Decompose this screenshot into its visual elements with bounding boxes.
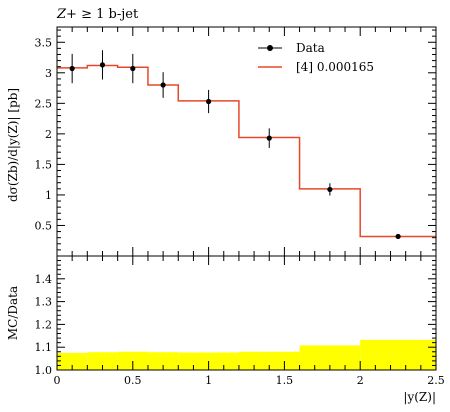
main-y-tick-label: 3.5 <box>35 36 53 49</box>
data-point <box>160 82 166 88</box>
x-tick-label: 2 <box>357 374 364 387</box>
ratio-y-tick-label: 1.4 <box>35 273 53 286</box>
main-y-tick-label: 2.5 <box>35 97 53 110</box>
ratio-band-bin <box>147 352 179 370</box>
data-point <box>130 65 136 72</box>
chart-title: Z+ ≥ 1 b-jet <box>56 7 139 22</box>
ratio-y-tick-label: 1.2 <box>35 318 53 331</box>
legend-data-label: Data <box>296 41 325 55</box>
x-tick-label: 2.5 <box>427 374 445 387</box>
x-tick-label: 1 <box>205 374 212 387</box>
ratio-panel: 0 0.5 1 1.5 2 2.5 1.0 1.1 1.2 1.3 1.4 <box>35 255 445 387</box>
ratio-frame <box>56 255 437 371</box>
main-y-tick-label: 1.5 <box>35 158 53 171</box>
ratio-band-bin <box>57 352 88 370</box>
legend-mc-label: [4] 0.000165 <box>296 60 374 74</box>
ratio-y-axis-label: MC/Data <box>6 286 20 340</box>
ratio-band-bin <box>117 351 148 370</box>
legend-data-marker <box>267 45 273 51</box>
ratio-band-bin <box>87 352 118 370</box>
data-point <box>395 233 401 240</box>
main-y-axis-label: dσ(Zb)/d|y(Z)| [pb] <box>6 88 20 202</box>
main-y-tick-label: 3 <box>45 67 52 80</box>
x-axis-label: |y(Z)| <box>403 390 436 404</box>
ratio-y-tick-label: 1.0 <box>35 364 53 377</box>
ratio-y-tick-label: 1.1 <box>35 341 53 354</box>
x-tick-label: 0.5 <box>124 374 142 387</box>
main-y-tick-label: 0.5 <box>35 219 53 232</box>
main-frame <box>56 26 437 257</box>
mc-step-line <box>57 64 436 238</box>
ratio-band-bin <box>360 339 436 370</box>
data-point <box>206 98 212 105</box>
chart-title-plus: + <box>66 7 81 22</box>
legend: Data [4] 0.000165 <box>258 41 374 74</box>
chart-title-z: Z <box>56 7 67 22</box>
data-point <box>327 186 333 193</box>
main-panel: 0.5 1 1.5 2 2.5 3 3.5 <box>35 27 437 256</box>
ratio-y-tick-label: 1.3 <box>35 296 53 309</box>
main-y-tick-label: 2 <box>45 128 52 141</box>
x-tick-label: 0 <box>54 374 61 387</box>
data-point <box>69 65 75 72</box>
data-point <box>99 62 106 68</box>
x-tick-label: 1.5 <box>276 374 294 387</box>
data-point <box>266 135 272 141</box>
main-y-tick-label: 1 <box>45 189 52 202</box>
chart-title-rest: ≥ 1 b-jet <box>81 7 139 22</box>
